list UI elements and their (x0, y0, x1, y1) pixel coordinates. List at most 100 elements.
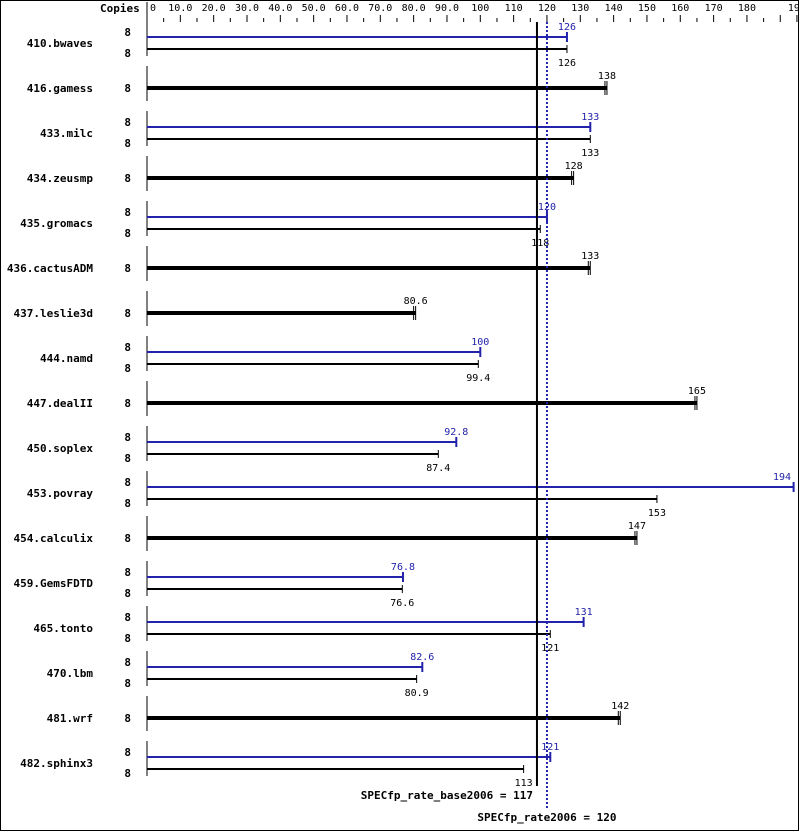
x-tick-label: 130 (571, 3, 589, 14)
base-bar (147, 498, 657, 500)
peak-bar (147, 216, 547, 218)
benchmark-label: 410.bwaves (27, 37, 93, 50)
peak-copies-label: 8 (124, 116, 131, 129)
copies-label: 8 (124, 712, 131, 725)
peak-bar (147, 666, 423, 668)
copies-label: 8 (124, 532, 131, 545)
benchmark-label: 435.gromacs (20, 217, 93, 230)
peak-bar (147, 486, 794, 488)
base-bar (147, 678, 417, 680)
peak-value-label: 76.8 (391, 562, 415, 573)
copies-label: 8 (124, 307, 131, 320)
base-value-label: 128 (565, 161, 583, 172)
base-copies-label: 8 (124, 497, 131, 510)
base-value-label: 118 (531, 238, 549, 249)
x-tick-label: 70.0 (368, 3, 392, 14)
base-bar (147, 266, 591, 270)
peak-copies-label: 8 (124, 341, 131, 354)
benchmark-label: 416.gamess (27, 82, 93, 95)
base-value-label: 165 (688, 386, 706, 397)
x-tick-label: 140 (605, 3, 623, 14)
base-copies-label: 8 (124, 767, 131, 780)
base-value-label: 153 (648, 508, 666, 519)
x-tick-label: 110 (505, 3, 523, 14)
base-copies-label: 8 (124, 677, 131, 690)
base-value-label: 80.9 (405, 688, 429, 699)
peak-value-label: 194 (773, 472, 791, 483)
base-bar (147, 588, 403, 590)
copies-label: 8 (124, 262, 131, 275)
base-bar (147, 228, 541, 230)
peak-reference-label: SPECfp_rate2006 = 120 (477, 811, 616, 824)
x-tick-label: 10.0 (168, 3, 192, 14)
x-tick-label: 150 (638, 3, 656, 14)
x-tick-label: 0 (150, 3, 156, 14)
peak-value-label: 121 (541, 742, 559, 753)
peak-value-label: 82.6 (410, 652, 434, 663)
x-tick-label: 120 (538, 3, 556, 14)
benchmark-label: 444.namd (40, 352, 93, 365)
base-bar (147, 401, 697, 405)
peak-copies-label: 8 (124, 656, 131, 669)
benchmark-label: 453.povray (27, 487, 94, 500)
base-copies-label: 8 (124, 362, 131, 375)
base-bar (147, 633, 551, 635)
base-bar (147, 48, 567, 50)
copies-label: 8 (124, 172, 131, 185)
benchmark-label: 433.milc (40, 127, 93, 140)
benchmark-label: 465.tonto (33, 622, 93, 635)
base-bar (147, 86, 607, 90)
peak-copies-label: 8 (124, 206, 131, 219)
base-bar (147, 138, 591, 140)
base-reference-label: SPECfp_rate_base2006 = 117 (361, 789, 533, 802)
x-tick-label: 195 (788, 3, 799, 14)
base-bar (147, 716, 621, 720)
base-bar (147, 536, 637, 540)
base-value-label: 126 (558, 58, 576, 69)
copies-label: 8 (124, 82, 131, 95)
base-value-label: 138 (598, 71, 616, 82)
peak-bar (147, 576, 403, 578)
peak-copies-label: 8 (124, 611, 131, 624)
x-tick-label: 180 (738, 3, 756, 14)
base-value-label: 87.4 (426, 463, 450, 474)
base-value-label: 142 (611, 701, 629, 712)
x-tick-label: 80.0 (402, 3, 426, 14)
peak-value-label: 131 (575, 607, 593, 618)
base-bar (147, 768, 524, 770)
base-value-label: 80.6 (404, 296, 428, 307)
peak-bar (147, 621, 584, 623)
benchmark-label: 459.GemsFDTD (14, 577, 94, 590)
benchmark-label: 447.dealII (27, 397, 93, 410)
peak-bar (147, 441, 457, 443)
benchmark-label: 454.calculix (14, 532, 94, 545)
base-bar (147, 453, 439, 455)
base-bar (147, 176, 574, 180)
copies-header: Copies (100, 2, 140, 15)
peak-bar (147, 126, 591, 128)
base-value-label: 133 (581, 148, 599, 159)
base-value-label: 113 (515, 778, 533, 789)
base-copies-label: 8 (124, 632, 131, 645)
benchmark-label: 436.cactusADM (7, 262, 93, 275)
base-value-label: 121 (541, 643, 559, 654)
base-value-label: 76.6 (390, 598, 414, 609)
x-tick-label: 100 (471, 3, 489, 14)
base-copies-label: 8 (124, 587, 131, 600)
benchmark-label: 450.soplex (27, 442, 94, 455)
peak-value-label: 133 (581, 112, 599, 123)
base-value-label: 99.4 (466, 373, 490, 384)
peak-copies-label: 8 (124, 746, 131, 759)
peak-value-label: 126 (558, 22, 576, 33)
benchmark-label: 481.wrf (47, 712, 93, 725)
base-value-label: 133 (581, 251, 599, 262)
peak-copies-label: 8 (124, 476, 131, 489)
x-tick-label: 160 (671, 3, 689, 14)
copies-label: 8 (124, 397, 131, 410)
x-tick-label: 170 (705, 3, 723, 14)
base-copies-label: 8 (124, 47, 131, 60)
base-copies-label: 8 (124, 227, 131, 240)
peak-copies-label: 8 (124, 26, 131, 39)
